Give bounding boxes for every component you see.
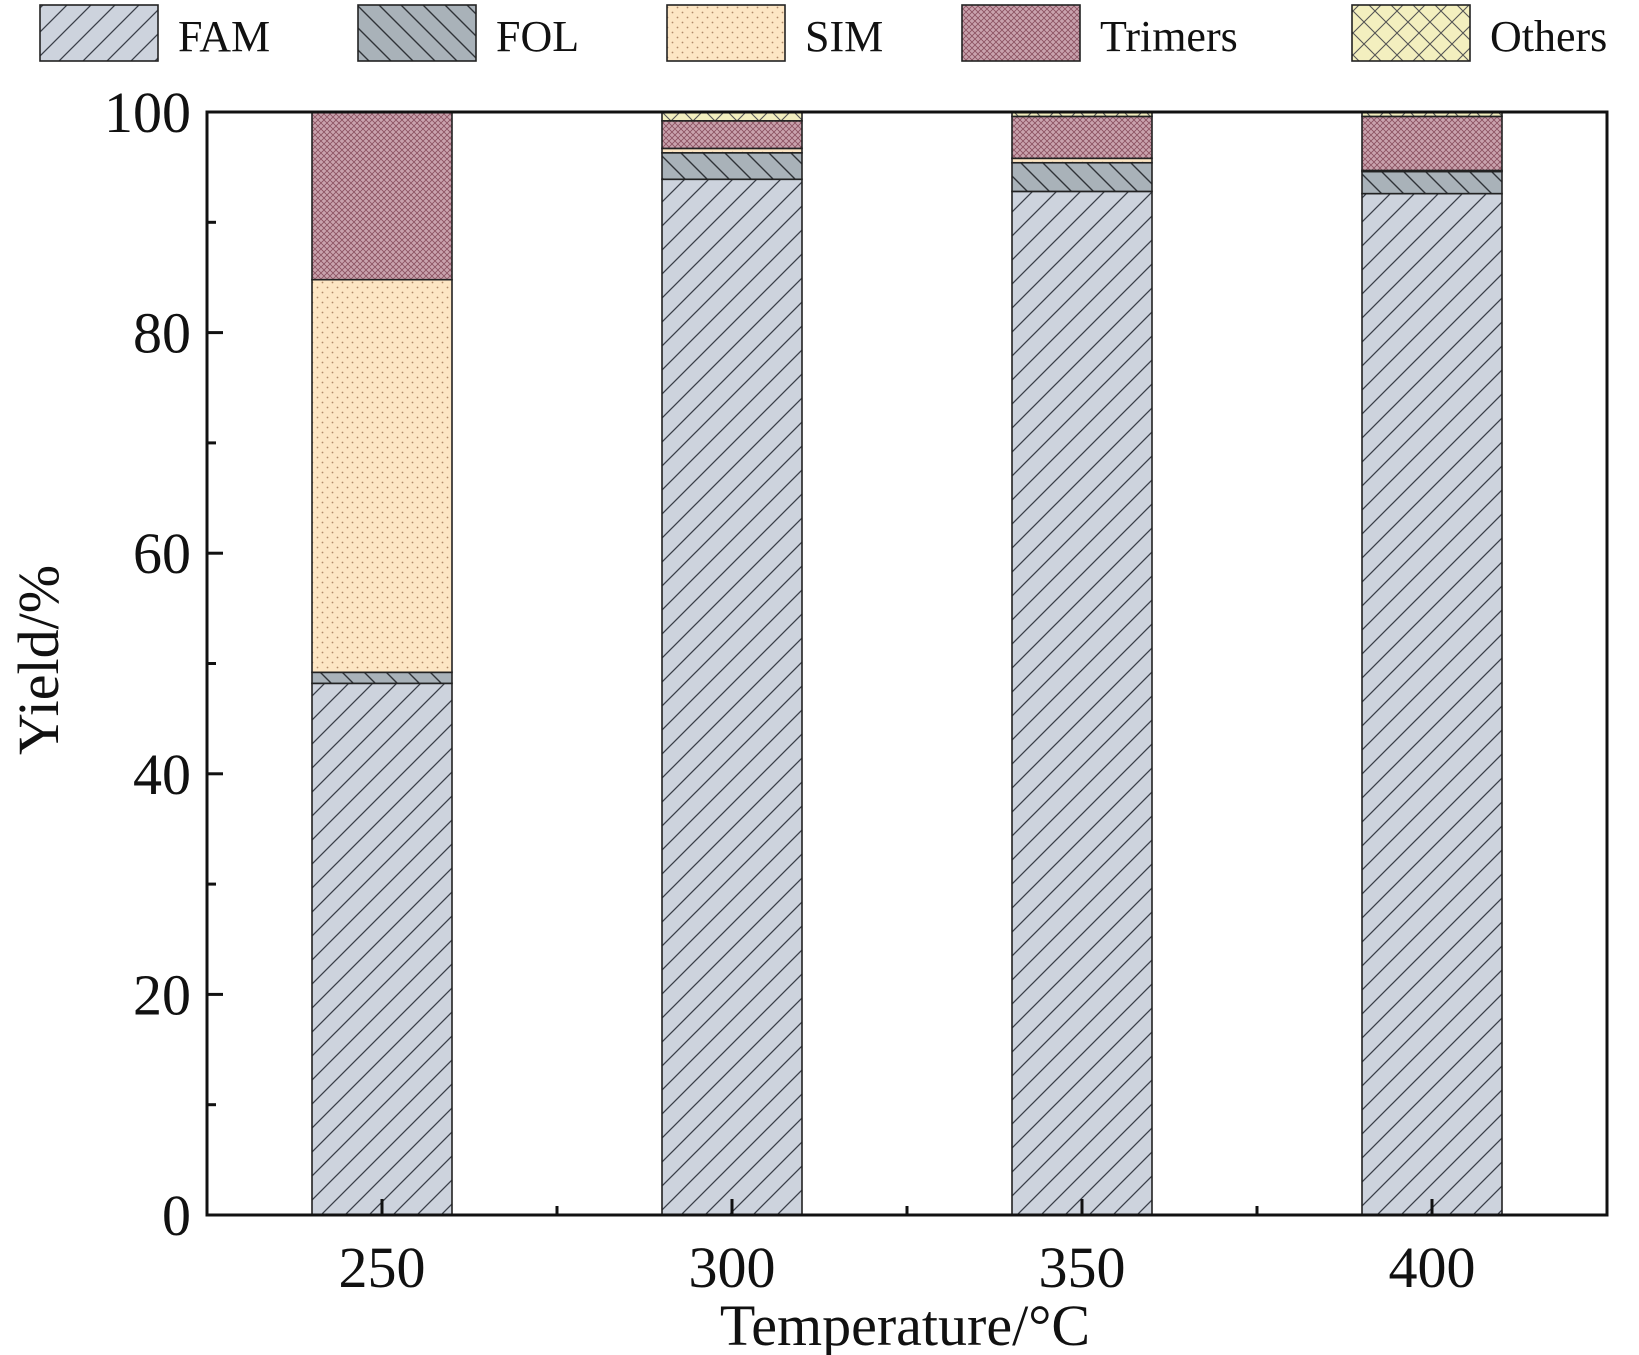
bar-fam-400 bbox=[1361, 192, 1503, 1216]
legend-label-sim: SIM bbox=[805, 12, 883, 61]
bar-fam-350 bbox=[1011, 190, 1153, 1216]
y-axis-title: Yield/% bbox=[6, 565, 71, 755]
x-tick-label: 250 bbox=[339, 1235, 426, 1300]
legend-label-others: Others bbox=[1490, 12, 1607, 61]
bar-fol-250 bbox=[311, 671, 453, 685]
legend-swatch-fol bbox=[357, 4, 477, 62]
bar-fol-300 bbox=[661, 152, 803, 181]
x-axis-title: Temperature/°C bbox=[720, 1293, 1090, 1355]
legend-label-trimers: Trimers bbox=[1100, 12, 1238, 61]
bar-trimers-400 bbox=[1361, 115, 1503, 172]
legend: FAM FOL SIM Trimers Others bbox=[39, 4, 1607, 62]
legend-label-fam: FAM bbox=[178, 12, 270, 61]
legend-swatch-others bbox=[1351, 4, 1471, 62]
y-tick-label: 40 bbox=[133, 742, 191, 807]
legend-label-fol: FOL bbox=[496, 12, 579, 61]
y-tick-label: 80 bbox=[133, 301, 191, 366]
bar-fam-300 bbox=[661, 178, 803, 1216]
bars bbox=[311, 111, 1503, 1216]
x-tick-label: 350 bbox=[1039, 1235, 1126, 1300]
x-tick-label: 300 bbox=[689, 1235, 776, 1300]
y-tick-label: 60 bbox=[133, 521, 191, 586]
y-tick-label: 0 bbox=[162, 1183, 191, 1248]
x-tick-label: 400 bbox=[1389, 1235, 1476, 1300]
legend-swatch-sim bbox=[666, 4, 786, 62]
bar-sim-250 bbox=[311, 278, 453, 674]
y-tick-label: 100 bbox=[104, 80, 191, 145]
bar-trimers-350 bbox=[1011, 115, 1153, 160]
bar-fol-400 bbox=[1361, 170, 1503, 195]
bar-fam-250 bbox=[311, 682, 453, 1216]
legend-swatch-fam bbox=[39, 4, 159, 62]
bar-trimers-250 bbox=[311, 111, 453, 281]
y-tick-label: 20 bbox=[133, 962, 191, 1027]
axes: 0 20 40 60 80 100 250 300 350 400 bbox=[104, 80, 1609, 1300]
bar-fol-350 bbox=[1011, 161, 1153, 193]
bar-trimers-300 bbox=[661, 120, 803, 150]
legend-swatch-trimers bbox=[961, 4, 1081, 62]
